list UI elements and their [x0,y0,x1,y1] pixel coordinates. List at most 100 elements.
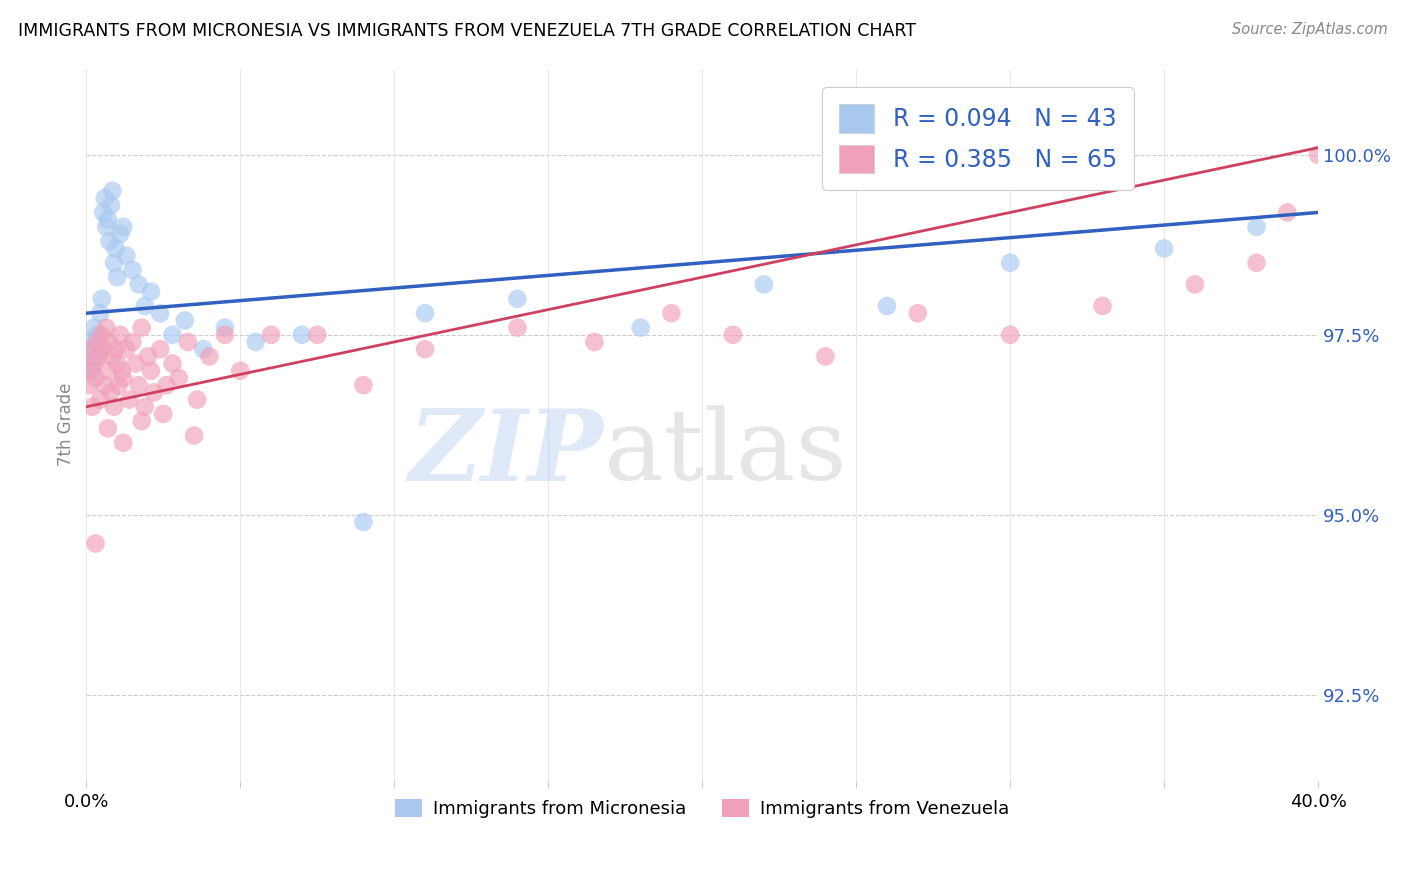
Point [76,350,98,364]
Point [353,515,375,529]
Legend: Immigrants from Micronesia, Immigrants from Venezuela: Immigrants from Micronesia, Immigrants f… [388,791,1017,825]
Point [82,364,104,378]
Point [83,320,105,334]
Point [128,378,150,392]
Point [907,306,929,320]
Text: Source: ZipAtlas.com: Source: ZipAtlas.com [1232,22,1388,37]
Point [260,327,283,342]
Point [76,342,98,356]
Point [1246,256,1268,270]
Point [86,334,108,349]
Point [104,242,127,256]
Point [80,357,103,371]
Point [105,270,128,285]
Point [1246,219,1268,234]
Point [143,385,166,400]
Point [139,364,162,378]
Point [89,306,111,320]
Point [177,334,200,349]
Point [98,334,121,349]
Point [214,327,236,342]
Point [162,357,184,371]
Point [131,414,153,428]
Point [121,263,143,277]
Point [183,428,205,442]
Point [630,320,652,334]
Point [152,407,174,421]
Text: IMMIGRANTS FROM MICRONESIA VS IMMIGRANTS FROM VENEZUELA 7TH GRADE CORRELATION CH: IMMIGRANTS FROM MICRONESIA VS IMMIGRANTS… [18,22,917,40]
Point [193,342,215,356]
Point [229,364,252,378]
Point [814,350,837,364]
Point [112,219,135,234]
Y-axis label: 7th Grade: 7th Grade [58,383,75,467]
Point [506,320,529,334]
Point [124,357,146,371]
Point [876,299,898,313]
Point [80,364,103,378]
Point [128,277,150,292]
Point [87,350,110,364]
Point [118,392,141,407]
Point [115,249,138,263]
Point [94,191,117,205]
Point [353,378,375,392]
Point [86,327,108,342]
Point [413,342,436,356]
Point [134,400,156,414]
Point [1153,242,1175,256]
Point [307,327,329,342]
Point [105,357,128,371]
Point [112,371,135,385]
Point [97,421,120,435]
Point [79,334,101,349]
Point [752,277,775,292]
Point [89,392,111,407]
Point [198,350,221,364]
Point [104,342,127,356]
Point [1277,205,1299,219]
Point [115,342,138,356]
Point [108,327,131,342]
Point [100,385,122,400]
Point [82,400,104,414]
Point [998,256,1021,270]
Point [134,299,156,313]
Point [98,234,121,248]
Point [291,327,314,342]
Point [103,400,125,414]
Point [100,198,122,212]
Text: atlas: atlas [603,405,846,501]
Point [91,205,114,219]
Point [83,357,105,371]
Point [1091,299,1114,313]
Point [108,227,131,241]
Point [149,342,172,356]
Point [91,342,114,356]
Point [97,212,120,227]
Point [84,371,107,385]
Point [149,306,172,320]
Point [90,327,112,342]
Point [87,350,110,364]
Point [173,313,195,327]
Point [413,306,436,320]
Point [214,320,236,334]
Point [721,327,744,342]
Point [96,320,118,334]
Point [155,378,177,392]
Point [111,364,134,378]
Point [1308,148,1330,162]
Point [131,320,153,334]
Point [101,184,124,198]
Point [96,219,118,234]
Point [103,256,125,270]
Point [998,327,1021,342]
Point [97,364,120,378]
Point [84,342,107,356]
Point [162,327,184,342]
Point [107,378,129,392]
Point [90,292,112,306]
Point [186,392,208,407]
Point [139,285,162,299]
